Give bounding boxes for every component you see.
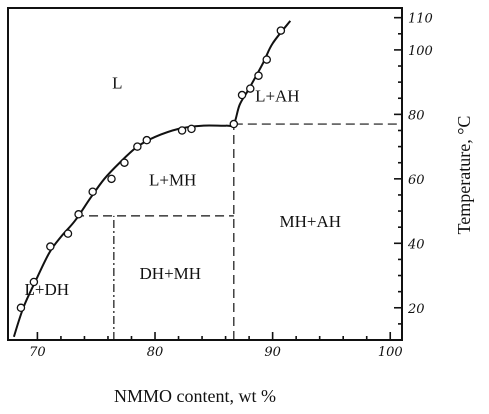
y-tick-label-110: 110 [408,12,433,27]
data-point [29,277,39,287]
data-point [262,55,271,64]
region-label: DH+MH [140,264,202,283]
data-point [254,71,263,80]
region-label: L+DH [25,280,70,299]
plot-frame [7,7,403,341]
y-tick-label-100: 100 [408,44,433,59]
x-tick-label-90: 90 [264,345,281,360]
x-tick-label-80: 80 [147,345,164,360]
data-point [120,158,129,167]
data-point [142,135,152,145]
data-point [46,242,55,251]
region-label: L [112,74,122,93]
region-label: MH+AH [279,212,341,231]
data-point [74,210,83,219]
y-tick-label-40: 40 [407,237,425,252]
x-tick-label-100: 100 [378,345,403,360]
data-point [177,126,187,135]
data-points [16,26,286,313]
data-point [88,187,97,196]
data-point [246,84,255,93]
y-tick-labels: 20 40 60 80 100 110 [407,12,433,317]
data-point [229,119,239,129]
tick-marks [36,16,402,340]
phase-boundaries [75,123,402,340]
y-tick-label-20: 20 [407,302,425,317]
x-tick-labels: 70 80 90 100 [29,345,403,360]
data-point [107,174,116,184]
data-point [63,229,73,238]
data-point [276,26,286,35]
data-point [237,90,247,100]
y-axis-title: Temperature, °C [454,116,474,235]
region-label: L+AH [255,86,300,105]
region-label: L+MH [149,170,196,189]
data-point [133,142,142,151]
data-point [16,303,26,313]
x-tick-label-70: 70 [29,345,46,360]
data-point [187,124,196,134]
x-axis-title: NMMO content, wt % [114,386,276,406]
y-tick-label-60: 60 [408,173,425,188]
y-tick-label-80: 80 [408,108,425,123]
region-labels: L L+AH L+MH MH+AH L+DH DH+MH [25,74,341,299]
